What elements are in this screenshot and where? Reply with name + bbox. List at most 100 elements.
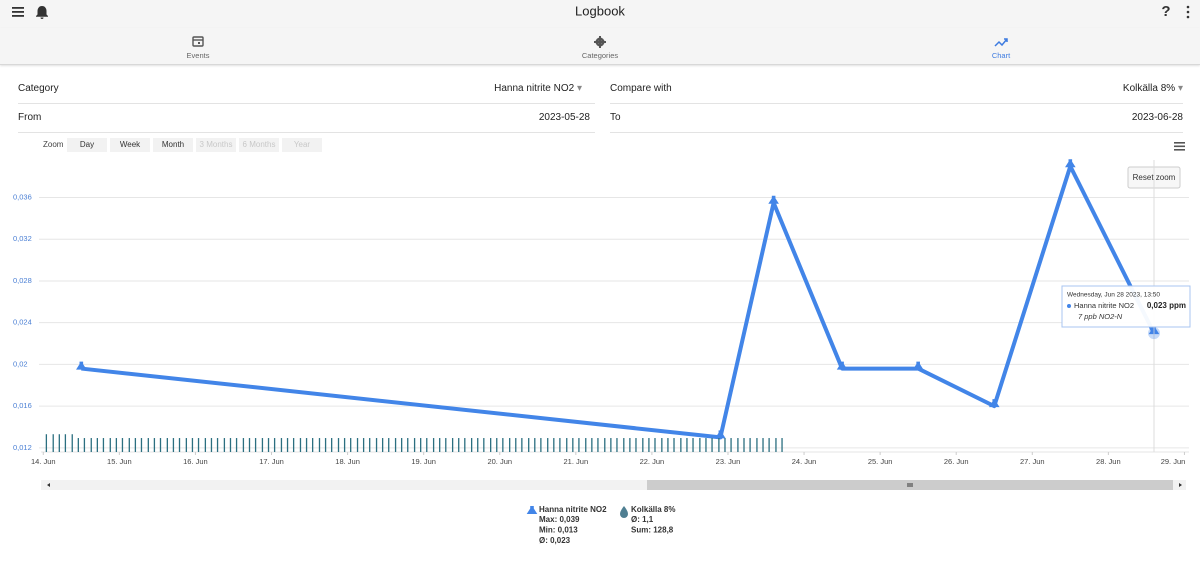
- zoom-label: Zoom: [43, 140, 64, 149]
- bar: [635, 438, 637, 452]
- zoom-button-label[interactable]: Week: [120, 140, 141, 149]
- bar: [509, 438, 511, 452]
- bar: [350, 438, 352, 452]
- bar: [331, 438, 333, 452]
- dropdown-arrow: ▾: [1177, 83, 1183, 94]
- legend-stat: Sum: 128,8: [631, 526, 674, 535]
- bar: [153, 438, 156, 452]
- events-icon: [192, 36, 204, 47]
- notification-button[interactable]: [36, 5, 48, 19]
- bar: [343, 438, 346, 452]
- bar: [121, 438, 124, 452]
- category-value[interactable]: Hanna nitrite NO2: [494, 83, 575, 94]
- menu-button[interactable]: [12, 7, 24, 17]
- bar: [223, 438, 226, 452]
- bar: [128, 438, 130, 452]
- compare-label: Compare with: [610, 83, 672, 94]
- bar: [324, 438, 327, 452]
- bar: [369, 438, 371, 452]
- scrollbar-track[interactable]: [41, 480, 1186, 490]
- zoom-button-label[interactable]: Month: [162, 140, 184, 149]
- bar: [166, 438, 168, 452]
- bar: [439, 438, 441, 452]
- point-marker[interactable]: [988, 399, 1000, 408]
- bar: [483, 438, 485, 452]
- to-label: To: [610, 112, 621, 123]
- x-tick-label: 15. Jun: [107, 457, 132, 466]
- hover-halo: [1148, 327, 1161, 340]
- bar: [578, 438, 580, 452]
- compare-value[interactable]: Kolkälla 8%: [1122, 83, 1176, 94]
- tab-label[interactable]: Categories: [582, 51, 619, 60]
- bar: [204, 438, 207, 452]
- bar: [445, 438, 447, 452]
- zoom-button-label: 6 Months: [243, 140, 276, 149]
- y-tick-label: 0,012: [13, 443, 32, 452]
- help-button[interactable]: ?: [1161, 3, 1170, 20]
- bar: [540, 438, 542, 452]
- y-tick-label: 0,02: [13, 359, 28, 368]
- bar: [756, 438, 758, 452]
- to-date[interactable]: 2023-06-28: [1131, 112, 1183, 123]
- bar: [553, 438, 555, 452]
- bar: [64, 434, 67, 452]
- zoom-button: [282, 138, 322, 152]
- bar: [102, 438, 105, 452]
- zoom-button[interactable]: [110, 138, 150, 152]
- point-marker[interactable]: [768, 195, 779, 204]
- point-marker[interactable]: [836, 361, 848, 370]
- zoom-button-label: Year: [294, 140, 311, 149]
- bar: [356, 438, 359, 452]
- chart-menu-button[interactable]: [1174, 142, 1185, 151]
- dropdown-arrow: ▾: [576, 83, 582, 94]
- more-button[interactable]: [1186, 5, 1190, 19]
- legend-label[interactable]: Kolkälla 8%: [631, 505, 675, 514]
- point-marker[interactable]: [715, 430, 726, 439]
- point-marker[interactable]: [1065, 159, 1076, 168]
- divider: [610, 103, 1183, 104]
- bar: [248, 438, 251, 452]
- category-select[interactable]: Hanna nitrite NO2 ▾: [494, 83, 582, 94]
- categories-icon: [594, 36, 606, 48]
- bar: [318, 438, 321, 452]
- bar: [572, 438, 574, 452]
- bar: [109, 438, 111, 452]
- bar: [172, 438, 175, 452]
- zoom-button-label[interactable]: Day: [80, 140, 94, 149]
- bar: [210, 438, 213, 452]
- bar: [749, 438, 751, 452]
- scroll-left[interactable]: [47, 483, 50, 487]
- tab-label[interactable]: Chart: [992, 51, 1011, 60]
- legend-stat: Ø: 1,1: [631, 515, 654, 524]
- bar: [534, 438, 536, 452]
- scroll-right[interactable]: [1179, 483, 1182, 487]
- compare-select[interactable]: Kolkälla 8% ▾: [1123, 83, 1183, 94]
- bar: [420, 438, 422, 452]
- x-tick-label: 17. Jun: [259, 457, 284, 466]
- point-marker[interactable]: [76, 361, 87, 370]
- bar: [286, 438, 289, 452]
- bar: [667, 438, 669, 452]
- y-tick-label: 0,036: [13, 193, 32, 202]
- bar: [616, 438, 618, 452]
- from-date[interactable]: 2023-05-28: [538, 112, 590, 123]
- bar: [58, 434, 60, 452]
- bar: [77, 438, 79, 452]
- bar: [680, 438, 682, 452]
- legend-label[interactable]: Hanna nitrite NO2: [539, 505, 607, 514]
- bar: [280, 438, 283, 452]
- bar: [45, 434, 48, 452]
- x-tick-label: 29. Jun: [1161, 457, 1186, 466]
- point-marker[interactable]: [912, 361, 924, 370]
- bar: [502, 438, 504, 452]
- bar: [521, 438, 523, 452]
- zoom-button[interactable]: [153, 138, 193, 152]
- tab-label[interactable]: Events: [187, 51, 210, 60]
- zoom-button[interactable]: [67, 138, 107, 152]
- bar: [597, 438, 599, 452]
- bar: [115, 438, 118, 452]
- bar: [375, 438, 378, 452]
- bar: [515, 438, 517, 452]
